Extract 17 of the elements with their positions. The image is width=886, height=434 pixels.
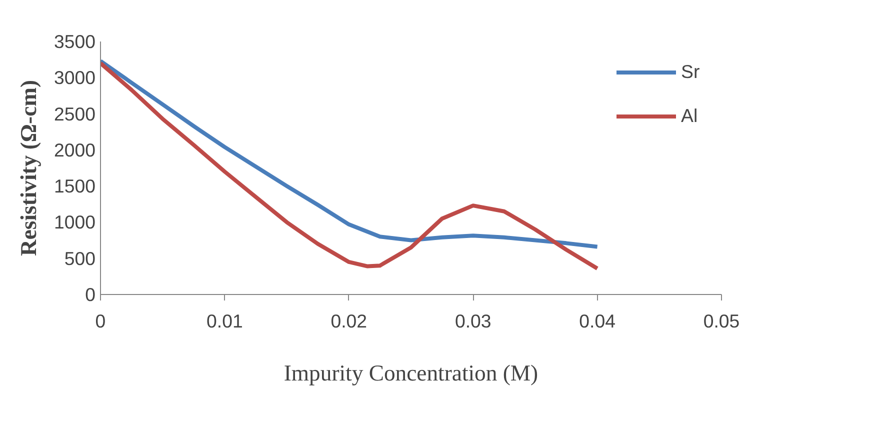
y-tick-label: 1000 — [54, 212, 96, 233]
y-tick-label: 500 — [64, 248, 96, 269]
x-tick-label: 0.05 — [703, 310, 740, 332]
legend-label: Al — [681, 105, 699, 127]
x-tick-label: 0.02 — [330, 310, 368, 332]
x-tick-label: 0.01 — [206, 310, 243, 332]
y-tick-label: 2000 — [54, 139, 96, 160]
y-tick-label: 0 — [85, 284, 96, 305]
y-tick-label: 3000 — [54, 67, 96, 88]
y-axis-title: Resistivity (Ω-cm) — [16, 80, 41, 256]
y-tick-label: 1500 — [54, 176, 96, 197]
y-tick-label: 2500 — [54, 103, 96, 124]
x-tick-label: 0.04 — [579, 310, 616, 332]
y-tick-label: 3500 — [54, 31, 96, 52]
x-tick-label: 0.03 — [454, 310, 492, 332]
legend-label: Sr — [681, 61, 701, 83]
x-axis-title: Impurity Concentration (M) — [284, 360, 538, 386]
